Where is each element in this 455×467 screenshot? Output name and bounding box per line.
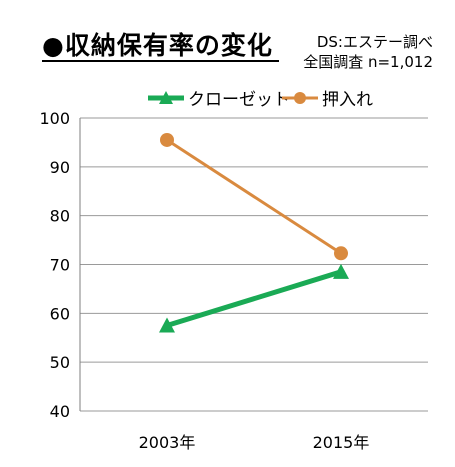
chart-title: ●収納保有率の変化: [42, 31, 273, 60]
y-tick-label: 80: [50, 207, 70, 226]
y-tick-label: 90: [50, 158, 70, 177]
data-point-closet: [333, 263, 349, 279]
source-line-1: DS:エステー調べ: [316, 33, 433, 51]
legend-marker-closet: [159, 91, 173, 104]
title-underline: [42, 60, 279, 62]
y-tick-label: 70: [50, 256, 70, 275]
data-point-oshiire: [334, 246, 348, 261]
series-line-oshiire: [166, 138, 342, 255]
y-tick-label: 50: [50, 353, 70, 372]
legend-label-closet: クローゼット: [188, 90, 290, 110]
source-note: DS:エステー調べ 全国調査 n=1,012: [303, 32, 433, 72]
legend-marker-oshiire: [294, 92, 306, 104]
y-tick-label: 100: [39, 109, 70, 128]
legend-label-oshiire: 押入れ: [322, 90, 373, 110]
source-line-2: 全国調査 n=1,012: [303, 53, 433, 71]
y-tick-label: 60: [50, 304, 70, 323]
y-tick-label: 40: [50, 402, 70, 421]
data-point-closet: [159, 317, 175, 333]
series-line-closet: [166, 269, 342, 328]
x-tick-label: 2003年: [139, 433, 196, 452]
data-point-oshiire: [160, 132, 174, 147]
x-tick-label: 2015年: [313, 433, 370, 452]
